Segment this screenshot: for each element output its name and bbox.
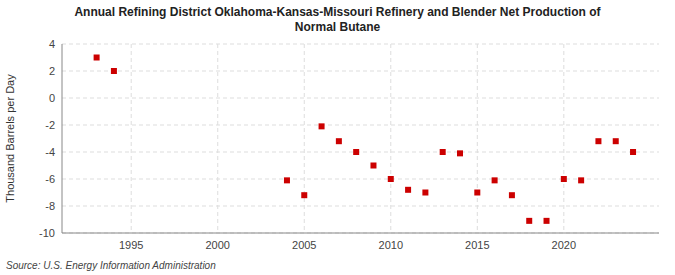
x-tick-label: 2020 [552,239,576,251]
point [457,150,463,156]
y-tick-label: -6 [45,173,55,185]
x-axis-line [62,233,659,234]
x-grid-line [390,44,391,233]
x-tick-label: 2005 [292,239,316,251]
x-tick-label: 2000 [205,239,229,251]
y-grid-line [62,44,659,45]
x-grid-line [563,44,564,233]
point [544,218,550,224]
points [94,55,636,224]
point [353,149,359,155]
y-grid-line [62,98,659,99]
point [284,177,290,183]
point [613,138,619,144]
point [336,138,342,144]
title: Annual Refining District Oklahoma-Kansas… [74,5,601,34]
y-axis-label: Thousand Barrels per Day [4,74,16,203]
point [422,190,428,196]
y-grid-line [62,152,659,153]
point [405,187,411,193]
y-tick-label: -2 [45,119,55,131]
point [301,192,307,198]
y-grid-line [62,179,659,180]
title-line: Annual Refining District Oklahoma-Kansas… [74,5,601,19]
point [111,68,117,74]
point [578,177,584,183]
point [440,149,446,155]
y-tick-label: -4 [45,146,55,158]
y-grid-line [62,206,659,207]
x-grid-line [131,44,132,233]
y-tick-label: -10 [39,227,55,239]
point [388,176,394,182]
x-grid-line [217,44,218,233]
point [94,55,100,61]
y-tick-label: -8 [45,200,55,212]
grid [62,44,659,233]
x-tick-label: 1995 [119,239,143,251]
point [474,190,480,196]
point [492,177,498,183]
y-grid-line [62,71,659,72]
point [319,123,325,129]
y-grid-line [62,125,659,126]
x-tick-label: 2010 [379,239,403,251]
x-grid-line [304,44,305,233]
y-grid-line [62,233,659,234]
point [526,218,532,224]
y-tick-label: 0 [49,92,55,104]
y-axis-line [62,44,63,233]
x-grid-line [477,44,478,233]
source-note: Source: U.S. Energy Information Administ… [6,260,216,271]
x-tick-label: 2015 [465,239,489,251]
point [509,192,515,198]
y-tick-label: 4 [49,38,55,50]
point [595,138,601,144]
point [370,163,376,169]
point [561,176,567,182]
chart-svg: Annual Refining District Oklahoma-Kansas… [0,0,675,275]
chart-container: Annual Refining District Oklahoma-Kansas… [0,0,675,275]
point [630,149,636,155]
title-line: Normal Butane [295,20,381,34]
y-tick-label: 2 [49,65,55,77]
